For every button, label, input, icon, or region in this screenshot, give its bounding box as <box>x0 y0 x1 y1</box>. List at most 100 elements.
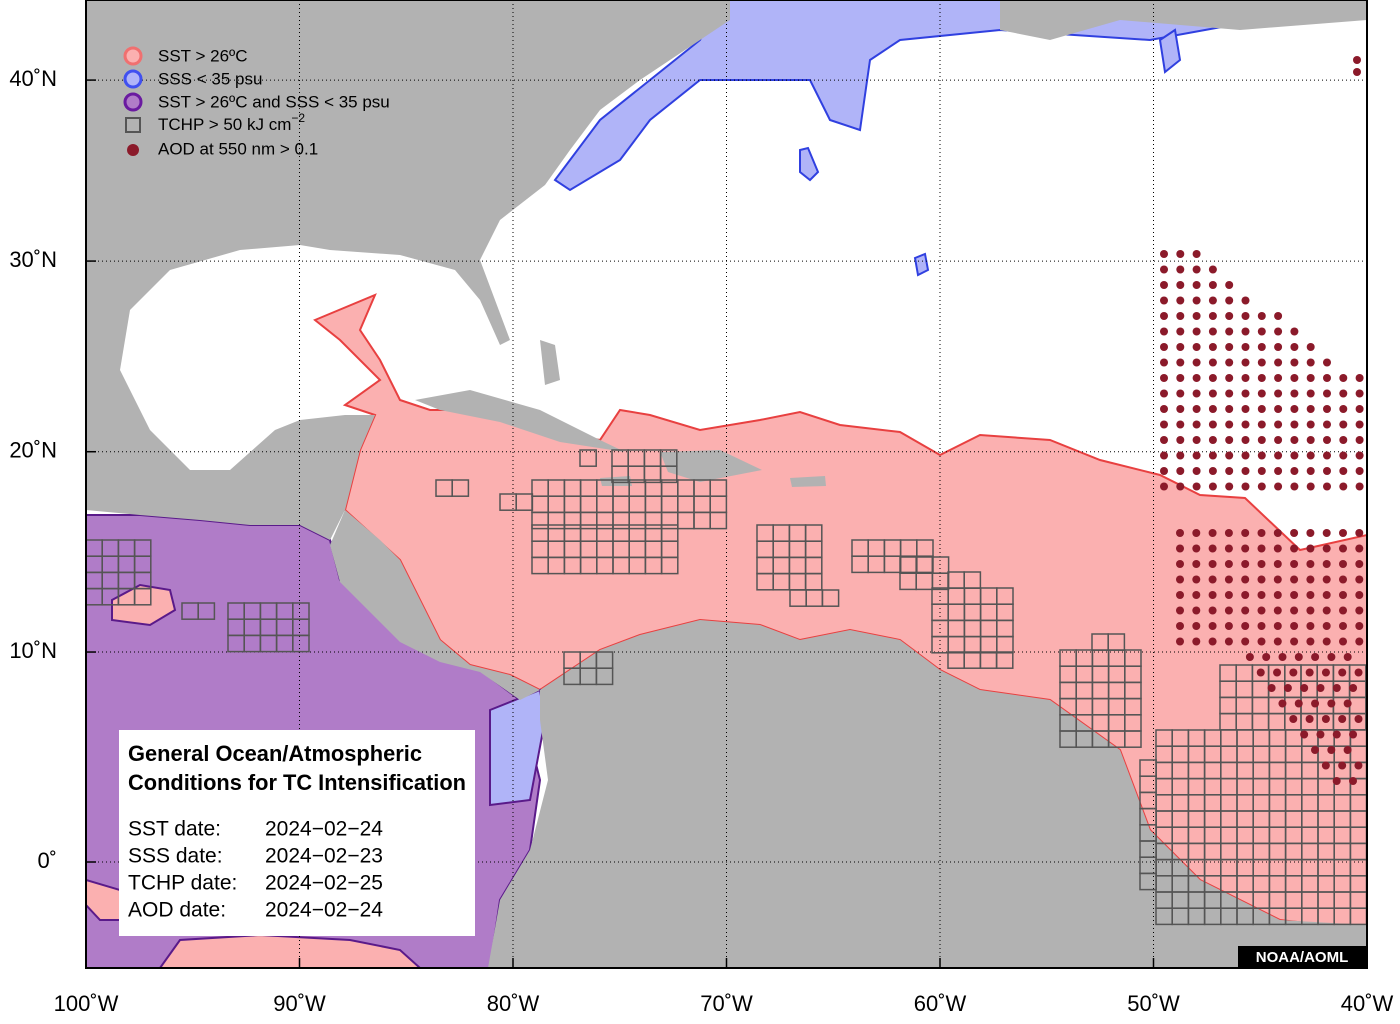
sss-region <box>799 146 820 182</box>
ticks: 100˚W 90˚W 80˚W 70˚W 60˚W 50˚W 40˚W 0˚ 10˚N 20˚N 3… <box>9 66 1393 1016</box>
info-title: Conditions for TC Intensification <box>128 770 466 795</box>
aod-dot <box>1343 699 1352 708</box>
aod-dot <box>1192 529 1201 537</box>
y-tick-label: 30˚N <box>9 247 57 272</box>
aod-dot <box>1306 529 1315 537</box>
aod-dot <box>1208 606 1217 615</box>
aod-dot <box>1241 343 1250 351</box>
aod-dot <box>1305 715 1314 723</box>
aod-dot <box>1224 544 1233 553</box>
y-tick-label: 20˚N <box>9 438 57 463</box>
aod-dot <box>1278 699 1287 708</box>
aod-dot <box>1208 265 1217 274</box>
aod-dot <box>1322 622 1331 630</box>
aod-dot <box>1306 560 1315 568</box>
aod-dot <box>1225 343 1234 351</box>
aod-dot <box>1176 467 1185 475</box>
aod-dot <box>1338 668 1347 677</box>
aod-dot <box>1290 343 1299 351</box>
aod-dot <box>1241 575 1250 584</box>
aod-dot <box>1262 653 1271 661</box>
aod-dot <box>1241 436 1250 444</box>
aod-dot <box>1224 591 1233 599</box>
aod-dot <box>1339 560 1347 568</box>
aod-dot <box>1225 389 1234 398</box>
aod-dot <box>1323 482 1331 491</box>
date-label: SST date: <box>128 818 221 841</box>
aod-dot <box>1192 405 1201 413</box>
legend: SST > 26ºC SSS < 35 psu SST > 26ºC and S… <box>123 46 390 158</box>
aod-dot <box>1306 575 1315 584</box>
aod-dot <box>1257 637 1266 646</box>
aod-dot <box>1176 327 1185 336</box>
aod-dot <box>1306 405 1315 413</box>
aod-dot <box>1176 281 1185 289</box>
x-tick-label: 60˚W <box>914 991 967 1016</box>
aod-dot <box>1245 653 1254 661</box>
info-background <box>119 730 475 936</box>
aod-dot <box>1241 327 1250 336</box>
aod-dot <box>1322 606 1331 615</box>
aod-dot <box>1208 529 1217 537</box>
aod-dot <box>1274 451 1283 460</box>
tchp-box <box>595 667 614 686</box>
aod-dot <box>1306 467 1315 475</box>
tchp-box <box>1365 729 1367 747</box>
north-america <box>86 0 730 540</box>
y-tick-label: 10˚N <box>9 638 57 663</box>
aod-dot <box>1192 374 1201 382</box>
aod-dot <box>1208 637 1217 646</box>
aod-dot <box>1327 699 1336 708</box>
aod-dot <box>1160 250 1168 258</box>
tchp-box <box>1365 842 1367 861</box>
tchp-box <box>821 589 840 607</box>
aod-dot <box>1323 436 1331 444</box>
aod-dot <box>1322 637 1331 646</box>
aod-dot <box>1354 761 1363 770</box>
aod-dot <box>1208 343 1217 351</box>
aod-dot <box>1274 327 1283 336</box>
aod-dot <box>1208 467 1217 475</box>
tchp-box <box>1365 907 1367 926</box>
aod-dot <box>1160 281 1168 289</box>
aod-dot <box>1176 451 1185 460</box>
aod-dot <box>1322 575 1331 584</box>
aod-dot <box>1257 374 1266 382</box>
aod-dot <box>1355 575 1364 584</box>
aod-dot <box>1274 358 1283 367</box>
aod-dot <box>1192 467 1201 475</box>
aod-dot <box>1208 420 1217 429</box>
aod-dot <box>1289 668 1298 677</box>
aod-dot <box>1273 560 1282 568</box>
aod-dot <box>1160 358 1168 367</box>
aod-dot <box>1176 420 1185 429</box>
aod-dot <box>1274 343 1283 351</box>
aod-dot <box>1290 467 1299 475</box>
aod-dot <box>1176 296 1185 305</box>
aod-dot <box>1257 606 1266 615</box>
tchp-box <box>659 465 678 484</box>
aod-dot <box>1349 777 1357 785</box>
aod-dot <box>1257 467 1266 475</box>
aod-dot <box>1290 358 1299 367</box>
aod-dot <box>1338 761 1347 770</box>
aod-dot <box>1339 467 1348 475</box>
aod-dot <box>1192 312 1201 320</box>
aod-dot <box>1294 653 1303 661</box>
aod-dot <box>1355 637 1364 646</box>
aod-dots <box>1160 56 1364 785</box>
aod-dot <box>1176 606 1184 615</box>
aod-dot <box>1332 777 1341 785</box>
aod-dot <box>1208 560 1217 568</box>
aod-dot <box>1306 591 1315 599</box>
aod-dot <box>1192 560 1201 568</box>
aod-dot <box>1192 343 1201 351</box>
aod-dot <box>1278 653 1287 661</box>
aod-dot <box>1290 420 1299 429</box>
aod-dot <box>1241 358 1250 367</box>
x-tick-label: 70˚W <box>700 991 753 1016</box>
aod-dot <box>1355 451 1364 460</box>
aod-dot <box>1290 529 1299 537</box>
tchp-box <box>292 634 310 653</box>
